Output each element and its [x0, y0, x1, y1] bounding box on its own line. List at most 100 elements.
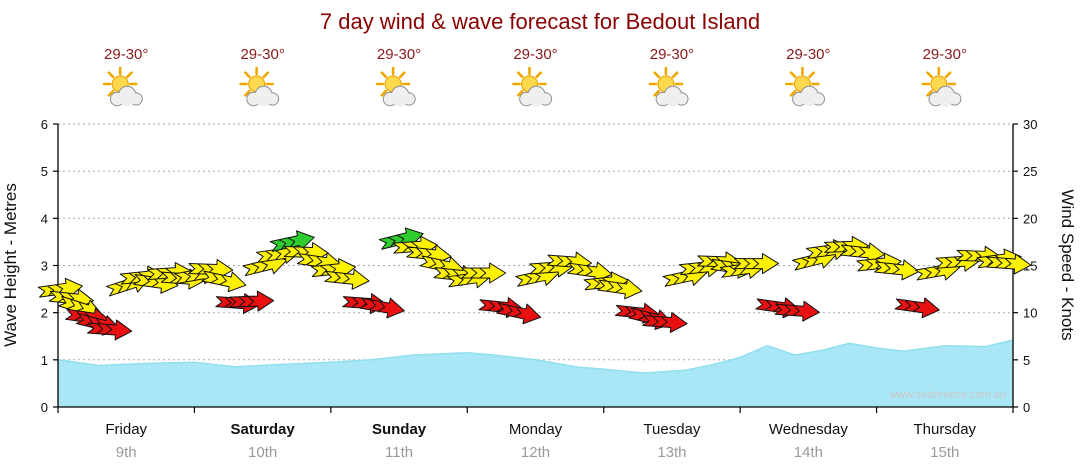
wind-arrow-chevrons — [576, 264, 593, 277]
wind-arrow-chevrons — [306, 254, 323, 267]
sun-ray — [125, 71, 133, 79]
wind-arrow-chevrons — [96, 323, 113, 335]
sun-ray — [516, 89, 524, 97]
wind-arrow-yellow — [734, 253, 779, 275]
wind-arrow-chevrons — [883, 262, 900, 275]
wind-arrow-red — [496, 302, 542, 325]
sun-behind-cloud-icon — [785, 66, 826, 107]
wind-arrow-body — [461, 262, 507, 284]
day-label: Monday — [509, 421, 563, 438]
cloud-puff — [257, 93, 271, 107]
day-label: Sunday — [372, 421, 427, 438]
right-axis-tick-label: 10 — [1023, 306, 1037, 321]
day-temperature: 29-30° — [240, 46, 284, 63]
sun-ray — [653, 71, 661, 79]
wind-arrow-red — [894, 297, 940, 319]
left-axis-tick-label: 5 — [41, 164, 48, 179]
right-axis-title: Wind Speed - Knots — [1058, 189, 1077, 340]
wind-arrow-body — [734, 253, 779, 275]
left-axis-tick-label: 6 — [41, 117, 48, 132]
wind-arrow-chevrons — [368, 299, 386, 312]
wind-arrow-chevrons — [555, 255, 573, 267]
sun-ray — [671, 71, 679, 79]
day-temperature: 29-30° — [923, 46, 967, 63]
right-axis-tick-label: 20 — [1023, 211, 1037, 226]
sun-ray — [244, 71, 251, 79]
wind-arrow-yellow — [597, 278, 643, 300]
right-axis-tick-label: 5 — [1023, 353, 1030, 368]
right-axis-tick-label: 25 — [1023, 164, 1037, 179]
sun-behind-cloud-icon — [921, 66, 962, 107]
wind-arrow-body — [201, 270, 247, 293]
day-temperature: 29-30° — [104, 46, 148, 63]
wind-arrow-body — [597, 278, 643, 300]
day-temperature: 29-30° — [786, 46, 830, 63]
wind-arrow-body — [359, 297, 405, 319]
wind-arrow-red — [642, 312, 688, 333]
wind-arrow-chevrons — [944, 256, 962, 268]
wind-arrow-yellow — [874, 259, 920, 281]
sun-ray — [944, 71, 952, 79]
wind-arrow-body — [496, 302, 542, 325]
cloud-puff — [802, 93, 816, 107]
sun-behind-cloud-icon — [239, 66, 280, 107]
right-axis-tick-label: 0 — [1023, 400, 1030, 415]
day-temperature: 29-30° — [650, 46, 694, 63]
sun-ray — [380, 71, 388, 79]
sun-ray — [516, 71, 524, 79]
left-axis-tick-label: 3 — [41, 259, 48, 274]
date-label: 15th — [930, 444, 959, 461]
cloud-puff — [120, 93, 134, 107]
watermark: www.seabreeze.com.au — [888, 389, 1006, 401]
wind-arrow-chevrons — [333, 272, 350, 284]
wind-arrow-chevrons — [783, 304, 801, 316]
sun-ray — [107, 89, 115, 97]
sun-ray — [262, 71, 270, 79]
day-label: Friday — [105, 421, 147, 438]
wind-arrow-chevrons — [470, 267, 487, 279]
wind-arrow-chevrons — [505, 304, 522, 318]
sun-ray — [380, 89, 388, 97]
wind-arrow-chevrons — [67, 298, 84, 312]
left-axis-tick-label: 1 — [41, 353, 48, 368]
sun-behind-cloud-icon — [375, 66, 416, 107]
date-label: 13th — [657, 444, 686, 461]
date-label: 9th — [116, 444, 137, 461]
cloud-puff — [393, 93, 407, 107]
day-label: Tuesday — [643, 421, 700, 438]
sun-behind-cloud-icon — [512, 66, 553, 107]
day-label: Wednesday — [769, 421, 848, 438]
wind-arrow-yellow — [324, 268, 370, 290]
cloud-puff — [939, 93, 953, 107]
date-label: 14th — [794, 444, 823, 461]
wind-arrow-red — [87, 319, 133, 341]
wave-height-area — [58, 340, 1013, 407]
wind-arrow-chevrons — [995, 257, 1012, 269]
sun-ray — [398, 71, 406, 79]
wind-arrow-yellow — [986, 253, 1032, 275]
cloud-puff — [666, 93, 680, 107]
wind-arrow-chevrons — [238, 296, 255, 308]
day-label: Saturday — [231, 421, 296, 438]
sun-ray — [535, 71, 543, 79]
wind-arrow-chevrons — [903, 299, 921, 312]
sun-ray — [926, 71, 933, 79]
wind-arrow-chevrons — [251, 261, 269, 274]
wind-arrow-body — [874, 259, 920, 281]
sun-ray — [107, 71, 115, 79]
chart-generated-content: 012345605101520253029-30°Friday9th29-30°… — [37, 46, 1037, 461]
cloud-puff — [530, 93, 543, 107]
sun-ray — [808, 71, 816, 79]
sun-ray — [653, 89, 661, 97]
day-label: Thursday — [914, 421, 977, 438]
sun-ray — [244, 89, 251, 97]
sun-ray — [789, 71, 797, 79]
sun-ray — [789, 89, 797, 97]
wind-arrow-chevrons — [965, 250, 982, 262]
chart-title: 7 day wind & wave forecast for Bedout Is… — [320, 9, 760, 34]
date-label: 11th — [385, 444, 413, 461]
day-temperature: 29-30° — [513, 46, 557, 63]
left-axis-tick-label: 2 — [41, 306, 48, 321]
wind-arrow-body — [229, 290, 275, 312]
